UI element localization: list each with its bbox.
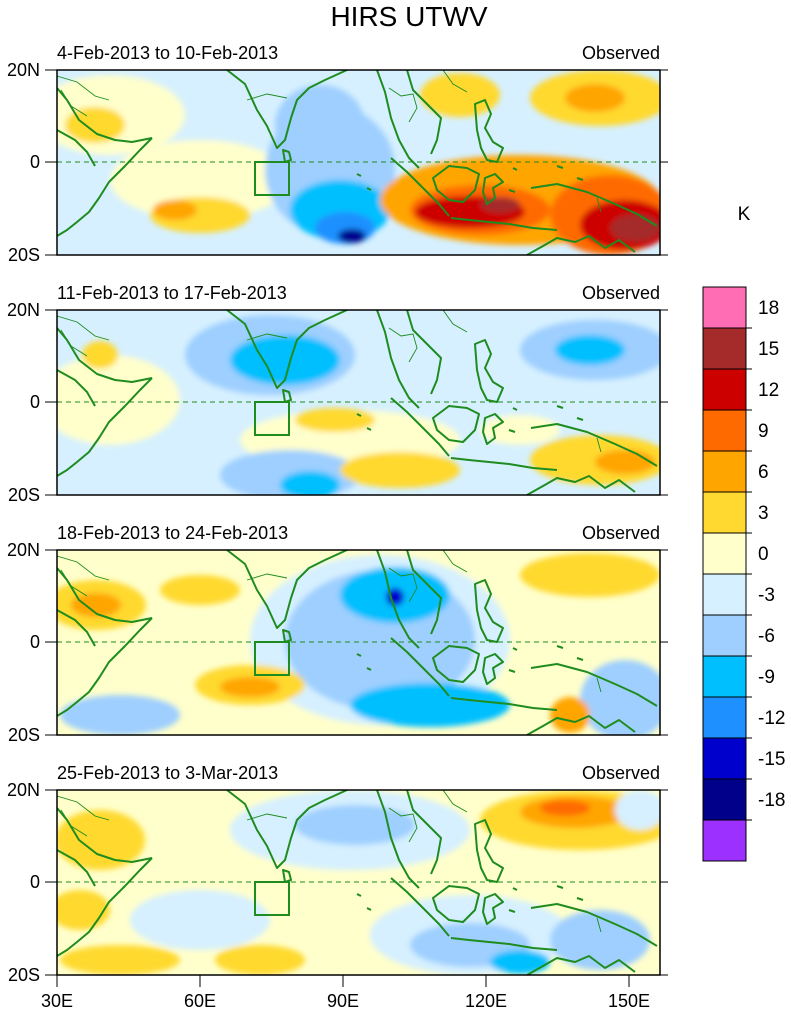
panel-4-tag: Observed — [582, 763, 660, 783]
colorbar-swatch — [702, 819, 747, 862]
colorbar: 18 15 12 9 6 3 0 -3 -6 -9 -12 -15 -18 — [702, 286, 785, 862]
panel-2: 11-Feb-2013 to 17-Feb-2013 Observed 20N … — [7, 283, 668, 505]
panel-1: 4-Feb-2013 to 10-Feb-2013 Observed 20N 0… — [7, 43, 668, 265]
panel-2-map — [57, 310, 660, 495]
panel-1-lat-0: 0 — [30, 152, 40, 172]
panel-4-period: 25-Feb-2013 to 3-Mar-2013 — [57, 763, 278, 783]
colorbar-label: -12 — [758, 708, 785, 729]
panel-3-lat-20s: 20S — [8, 725, 40, 745]
colorbar-swatch — [702, 614, 747, 657]
panel-3-period: 18-Feb-2013 to 24-Feb-2013 — [57, 523, 288, 543]
colorbar-swatch — [702, 327, 747, 370]
panel-1-tag: Observed — [582, 43, 660, 63]
colorbar-label: 12 — [758, 380, 779, 401]
panel-3-lat-20n: 20N — [7, 540, 40, 560]
colorbar-label: -6 — [758, 626, 775, 647]
panel-2-lat-0: 0 — [30, 392, 40, 412]
panel-2-period: 11-Feb-2013 to 17-Feb-2013 — [57, 283, 287, 303]
lon-label-150e: 150E — [608, 991, 650, 1011]
colorbar-swatch — [702, 409, 747, 452]
panel-2-tag: Observed — [582, 283, 660, 303]
colorbar-swatch — [702, 655, 747, 698]
panel-4: 25-Feb-2013 to 3-Mar-2013 Observed 20N 0… — [7, 763, 668, 987]
panel-3: 18-Feb-2013 to 24-Feb-2013 Observed 20N … — [7, 523, 668, 745]
colorbar-label: 18 — [758, 298, 779, 319]
colorbar-swatch — [702, 532, 747, 575]
figure-title: HIRS UTWV — [330, 1, 487, 32]
panel-2-lat-20n: 20N — [7, 300, 40, 320]
colorbar-swatch — [702, 696, 747, 739]
panel-3-tag: Observed — [582, 523, 660, 543]
unit-label: K — [738, 204, 751, 225]
panel-1-period: 4-Feb-2013 to 10-Feb-2013 — [57, 43, 278, 63]
colorbar-label: 15 — [758, 339, 779, 360]
colorbar-label: 9 — [758, 421, 769, 442]
colorbar-swatch — [702, 286, 747, 329]
panel-4-map — [57, 790, 660, 975]
colorbar-label: -9 — [758, 667, 775, 688]
panel-2-lat-20s: 20S — [8, 485, 40, 505]
lon-label-30e: 30E — [41, 991, 73, 1011]
colorbar-label: 6 — [758, 462, 769, 483]
lon-label-90e: 90E — [327, 991, 359, 1011]
colorbar-swatch — [702, 737, 747, 780]
panel-4-lat-20s: 20S — [8, 965, 40, 985]
panel-4-lat-20n: 20N — [7, 780, 40, 800]
colorbar-label: 0 — [758, 544, 769, 565]
lon-label-120e: 120E — [465, 991, 507, 1011]
colorbar-label: -15 — [758, 749, 785, 770]
lon-axis: 30E 60E 90E 120E 150E — [41, 991, 650, 1011]
panel-1-lat-20n: 20N — [7, 60, 40, 80]
panel-4-lat-0: 0 — [30, 872, 40, 892]
panel-3-map — [57, 550, 660, 735]
colorbar-label: -3 — [758, 585, 775, 606]
colorbar-swatch — [702, 778, 747, 821]
colorbar-label: -18 — [758, 790, 785, 811]
panel-3-lat-0: 0 — [30, 632, 40, 652]
colorbar-swatch — [702, 368, 747, 411]
colorbar-swatch — [702, 450, 747, 493]
panel-1-map — [57, 70, 660, 255]
lon-label-60e: 60E — [184, 991, 216, 1011]
panel-1-lat-20s: 20S — [8, 245, 40, 265]
colorbar-label: 3 — [758, 503, 769, 524]
colorbar-swatch — [702, 491, 747, 534]
colorbar-swatch — [702, 573, 747, 616]
